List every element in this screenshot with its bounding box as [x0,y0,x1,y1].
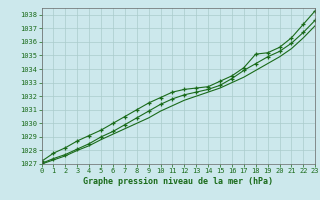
X-axis label: Graphe pression niveau de la mer (hPa): Graphe pression niveau de la mer (hPa) [84,177,273,186]
